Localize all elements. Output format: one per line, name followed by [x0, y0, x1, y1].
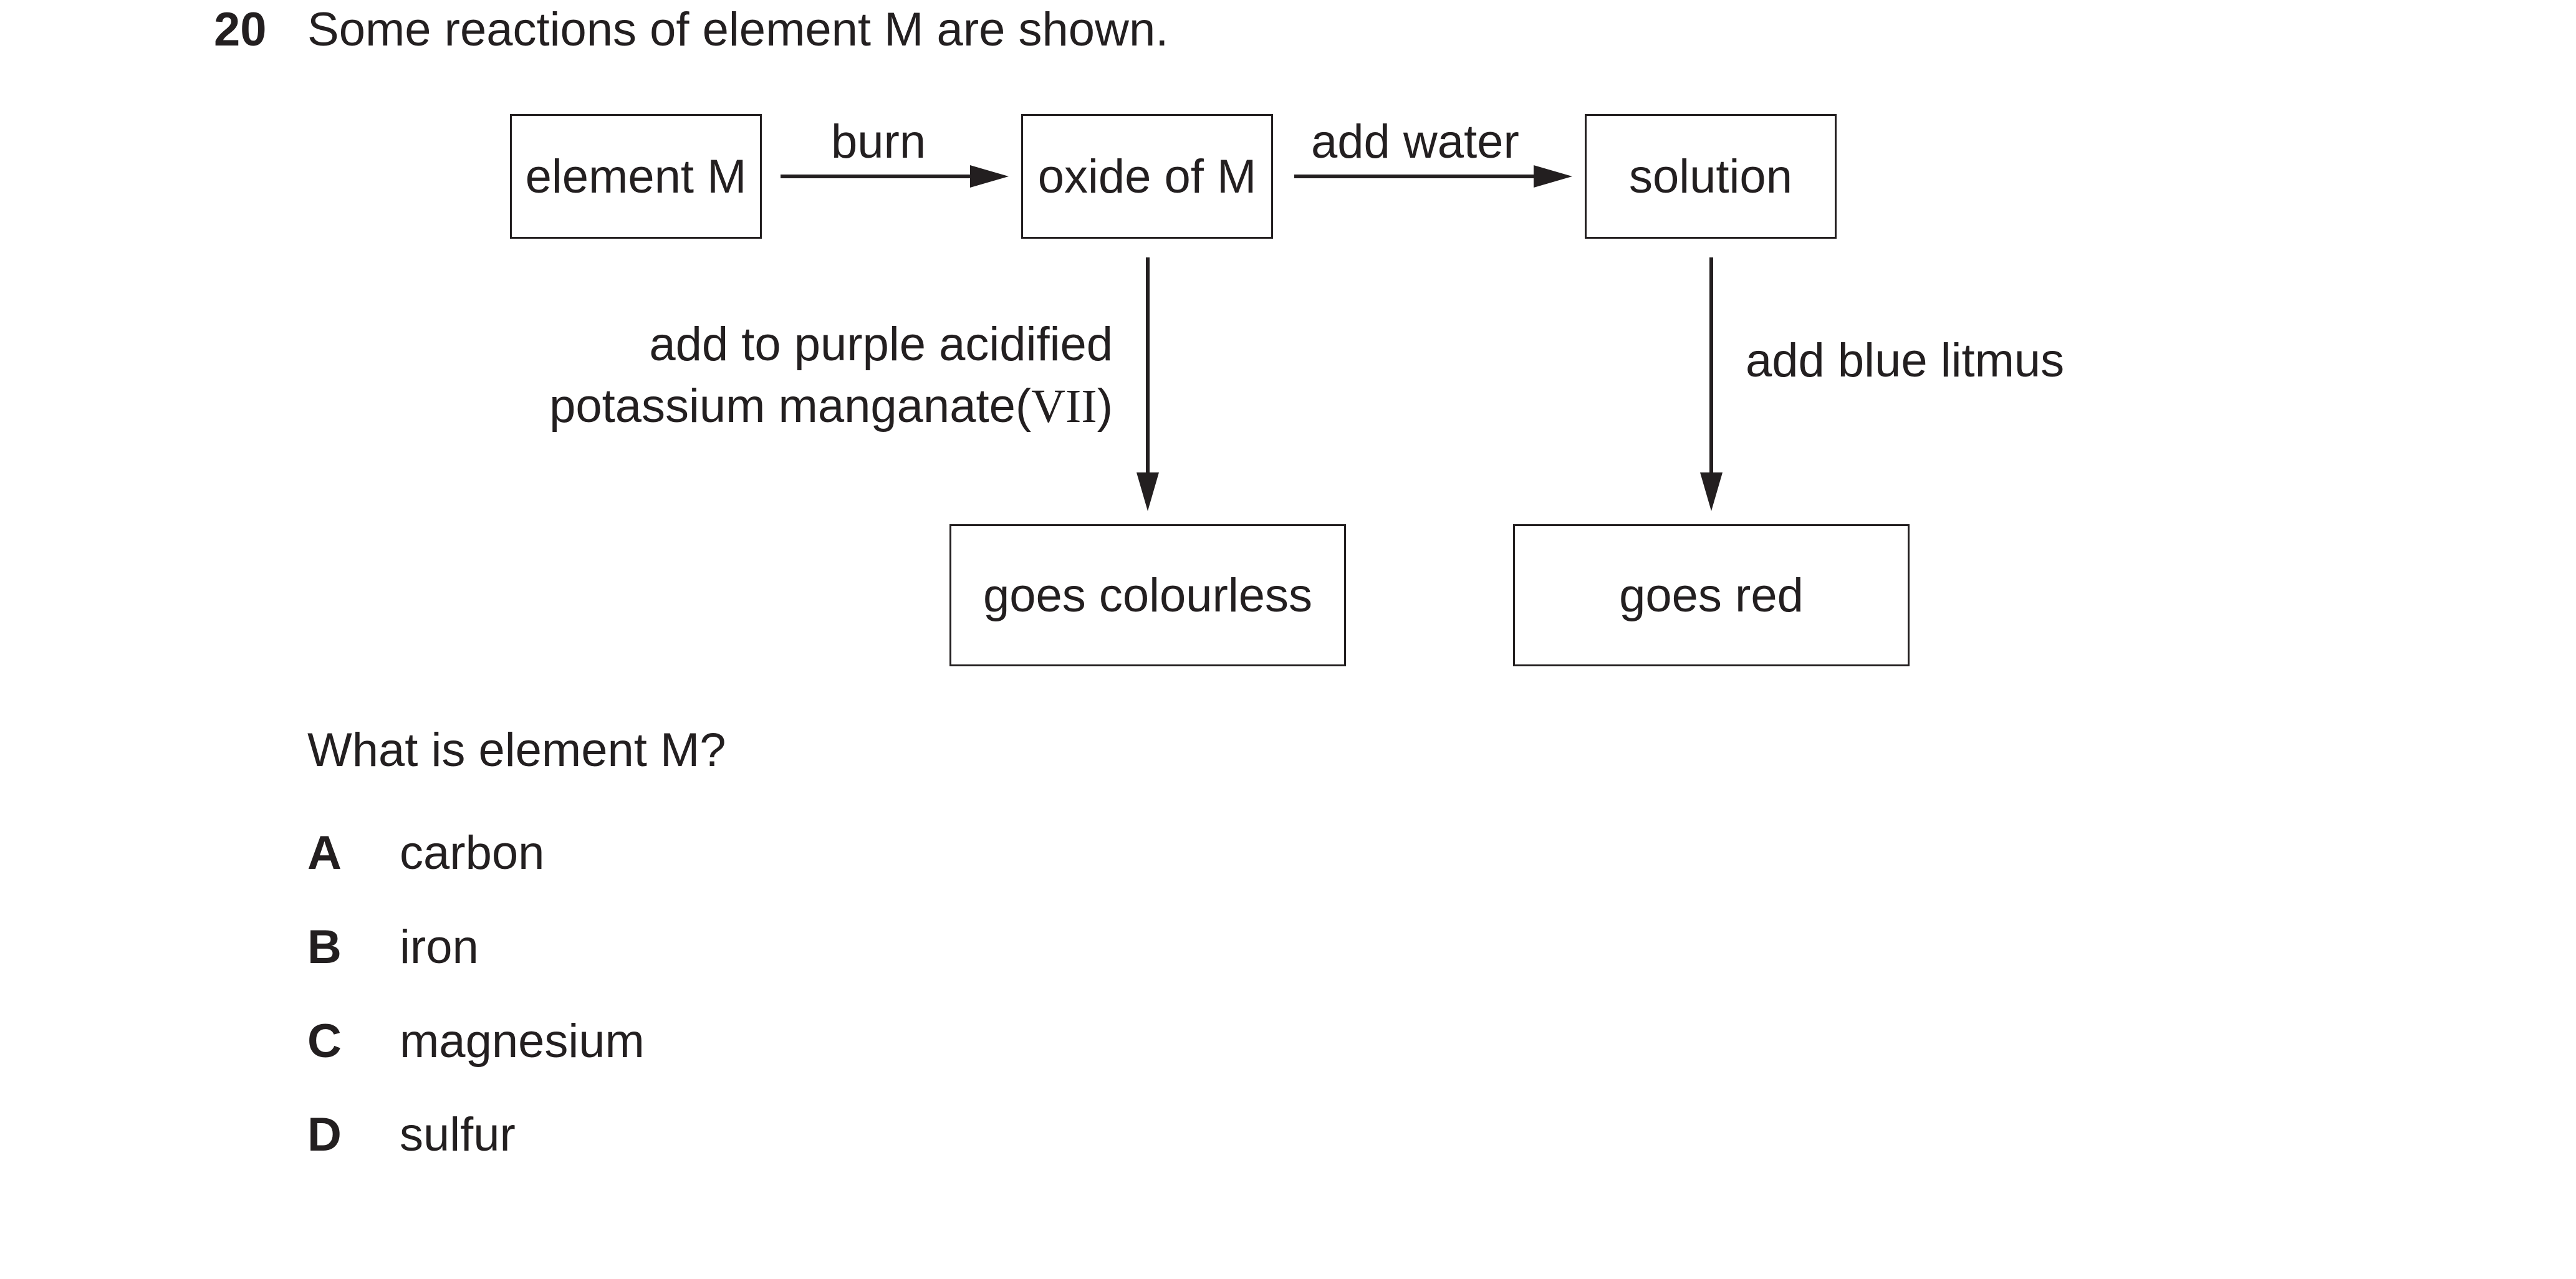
box-goes-colourless-label: goes colourless: [983, 568, 1313, 622]
box-solution-label: solution: [1629, 150, 1792, 203]
label-potassium-manganate-prefix: potassium manganate(: [549, 380, 1032, 433]
box-goes-red: goes red: [1513, 524, 1910, 666]
label-add-blue-litmus: add blue litmus: [1746, 334, 2065, 387]
option-d-letter: D: [307, 1108, 342, 1161]
option-b-letter: B: [307, 921, 342, 974]
option-d-text: sulfur: [400, 1108, 516, 1161]
label-add-water: add water: [1311, 115, 1519, 168]
box-goes-colourless: goes colourless: [949, 524, 1346, 666]
box-solution: solution: [1585, 114, 1837, 239]
box-element-m: element M: [510, 114, 762, 239]
option-a-letter: A: [307, 826, 342, 879]
question-prompt: What is element M?: [307, 724, 726, 777]
label-potassium-manganate: potassium manganate(VII): [549, 380, 1113, 433]
option-b-text: iron: [400, 921, 479, 974]
option-c-text: magnesium: [400, 1015, 645, 1068]
label-roman-numeral: VII: [1031, 380, 1097, 433]
box-goes-red-label: goes red: [1619, 568, 1804, 622]
arrow-add-water: [1294, 165, 1572, 188]
arrow-kmno4: [1137, 257, 1159, 511]
label-potassium-manganate-suffix: ): [1097, 380, 1113, 433]
question-number: 20: [214, 3, 267, 56]
box-oxide-of-m: oxide of M: [1021, 114, 1273, 239]
option-c-letter: C: [307, 1015, 342, 1068]
arrow-litmus: [1700, 257, 1723, 511]
box-element-m-label: element M: [525, 150, 747, 203]
option-a-text: carbon: [400, 826, 545, 879]
arrow-burn: [781, 165, 1009, 188]
box-oxide-of-m-label: oxide of M: [1037, 150, 1257, 203]
question-stem: Some reactions of element M are shown.: [307, 3, 1169, 56]
label-burn: burn: [831, 115, 926, 168]
label-add-to-purple-acidified: add to purple acidified: [649, 318, 1113, 371]
